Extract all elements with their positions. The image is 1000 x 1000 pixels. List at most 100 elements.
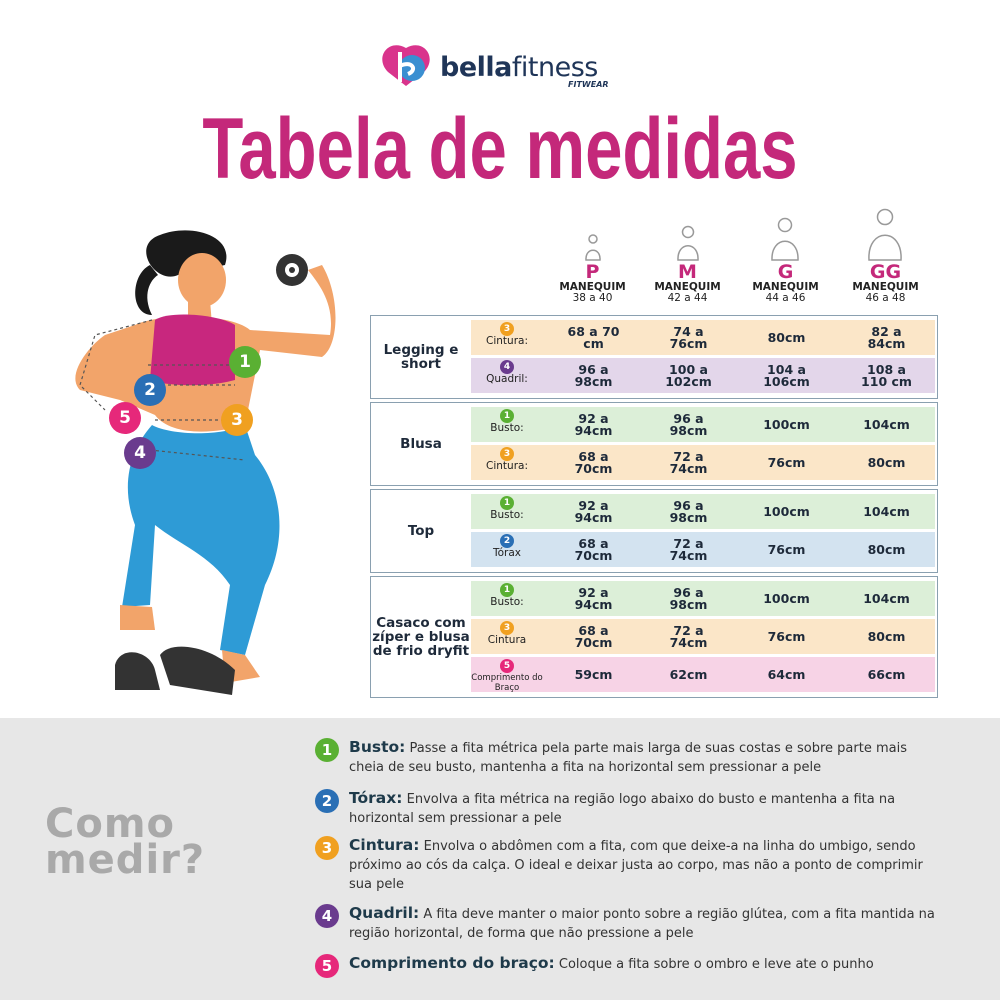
size-group: Legging e short 3 Cintura: 68 a 70 cm 74 a 7… (370, 315, 938, 399)
item-term: Tórax: (349, 789, 403, 807)
brand-name-light: fitness (511, 52, 598, 83)
brand-name: bellafitness (440, 52, 598, 83)
figure-marker: 4 (124, 437, 156, 469)
size-value: 64cm (767, 666, 806, 682)
figure-marker: 1 (229, 346, 261, 378)
size-value: 82 a 84cm (867, 323, 906, 351)
size-value: 104cm (863, 503, 910, 519)
item-description: A fita deve manter o maior ponto sobre a… (349, 907, 935, 941)
size-label: MANEQUIM (852, 281, 919, 293)
measure-number: 2 (500, 534, 514, 548)
measure-number: 3 (500, 322, 514, 336)
measure-number: 4 (500, 360, 514, 374)
group-name: Top (407, 523, 435, 539)
item-term: Cintura: (349, 836, 420, 854)
item-term: Busto: (349, 738, 406, 756)
measure-name: Busto: (490, 596, 524, 608)
size-value: 68 a 70 cm (567, 323, 620, 351)
size-value: 72 a 74cm (669, 535, 708, 563)
measure-number: 1 (500, 583, 514, 597)
figure-marker: 5 (109, 402, 141, 434)
size-value: 104cm (863, 416, 910, 432)
item-text: Comprimento do braço: Coloque a fita sob… (349, 954, 940, 974)
size-value: 96 a 98cm (669, 497, 708, 525)
item-text: Cintura: Envolva o abdômen com a fita, c… (349, 836, 940, 894)
size-row: 3 Cintura: 68 a 70cm 72 a 74cm 76cm 80cm (471, 445, 935, 480)
item-description: Envolva a fita métrica na região logo ab… (349, 792, 896, 826)
size-range: 46 a 48 (865, 292, 906, 304)
size-value: 72 a 74cm (669, 448, 708, 476)
size-value: 76cm (767, 454, 806, 470)
how-to-title: Como medir? (45, 801, 206, 883)
measure-number: 5 (500, 659, 514, 673)
item-description: Coloque a fita sobre o ombro e leve ate … (558, 957, 874, 972)
how-to-item: 2 Tórax: Envolva a fita métrica na região… (315, 789, 940, 828)
how-to-item: 3 Cintura: Envolva o abdômen com a fita, … (315, 836, 940, 894)
size-value: 80cm (767, 329, 806, 345)
size-label: MANEQUIM (559, 281, 626, 293)
brand-logo (382, 45, 430, 86)
size-value: 104cm (863, 590, 910, 606)
size-value: 74 a 76cm (669, 323, 708, 351)
item-number: 2 (315, 789, 339, 813)
size-letter: G (777, 261, 794, 283)
size-letter: P (585, 261, 600, 283)
size-value: 92 a 94cm (574, 584, 613, 612)
item-term: Comprimento do braço: (349, 954, 555, 972)
size-row: 3 Cintura: 68 a 70 cm 74 a 76cm 80cm 82 a 84c… (471, 320, 935, 355)
size-header: M MANEQUIM 42 a 44 (640, 262, 735, 304)
size-value: 100cm (763, 503, 810, 519)
size-group: Blusa 1 Busto: 92 a 94cm 96 a 98cm 100cm 104cm… (370, 402, 938, 486)
measure-name: Quadril: (486, 373, 528, 385)
measure-number: 3 (500, 621, 514, 635)
size-value: 92 a 94cm (574, 497, 613, 525)
size-value: 76cm (767, 628, 806, 644)
brand-name-bold: bella (440, 52, 512, 83)
measure-number: 1 (500, 496, 514, 510)
item-number: 5 (315, 954, 339, 978)
measure-number: 3 (500, 447, 514, 461)
size-value: 96 a 98cm (669, 410, 708, 438)
size-icons (585, 208, 902, 261)
brand-tagline: FITWEAR (568, 80, 609, 89)
how-to-item: 1 Busto: Passe a fita métrica pela parte … (315, 738, 940, 777)
item-text: Quadril: A fita deve manter o maior pont… (349, 904, 940, 943)
group-name: Blusa (400, 436, 442, 452)
size-letter: GG (869, 261, 902, 283)
measure-cell: 3 Cintura: (471, 447, 543, 482)
measure-cell: 4 Quadril: (471, 360, 543, 395)
how-to-item: 5 Comprimento do braço: Coloque a fita so… (315, 954, 940, 978)
figure-marker: 3 (221, 404, 253, 436)
measure-name: Cintura: (486, 335, 528, 347)
size-label: MANEQUIM (654, 281, 721, 293)
size-row: 1 Busto: 92 a 94cm 96 a 98cm 100cm 104cm (471, 407, 935, 442)
how-to-item: 4 Quadril: A fita deve manter o maior pon… (315, 904, 940, 943)
size-value: 104 a 106cm (763, 361, 810, 389)
size-value: 68 a 70cm (574, 535, 613, 563)
size-row: 2 Tórax 68 a 70cm 72 a 74cm 76cm 80cm (471, 532, 935, 567)
item-text: Tórax: Envolva a fita métrica na região … (349, 789, 940, 828)
size-value: 100cm (763, 416, 810, 432)
size-value: 68 a 70cm (574, 622, 613, 650)
size-value: 76cm (767, 541, 806, 557)
group-name: Casaco com zíper e blusa de frio dryfit (372, 615, 470, 659)
size-letter: M (678, 261, 697, 283)
measure-cell: 2 Tórax (471, 534, 543, 569)
item-description: Envolva o abdômen com a fita, com que de… (349, 839, 923, 892)
size-value: 108 a 110 cm (861, 361, 912, 389)
measure-name: Cintura: (486, 460, 528, 472)
size-row: 1 Busto: 92 a 94cm 96 a 98cm 100cm 104cm (471, 581, 935, 616)
measure-cell: 1 Busto: (471, 496, 543, 531)
size-value: 80cm (867, 628, 906, 644)
size-header: P MANEQUIM 38 a 40 (545, 262, 640, 304)
size-value: 100cm (763, 590, 810, 606)
brand: bellafitness FITWEAR (378, 40, 628, 95)
measure-name: Comprimento do Braço (471, 673, 543, 693)
size-value: 66cm (867, 666, 906, 682)
size-row: 1 Busto: 92 a 94cm 96 a 98cm 100cm 104cm (471, 494, 935, 529)
size-value: 80cm (867, 541, 906, 557)
item-number: 1 (315, 738, 339, 762)
size-value: 96 a 98cm (574, 361, 613, 389)
size-value: 62cm (669, 666, 708, 682)
